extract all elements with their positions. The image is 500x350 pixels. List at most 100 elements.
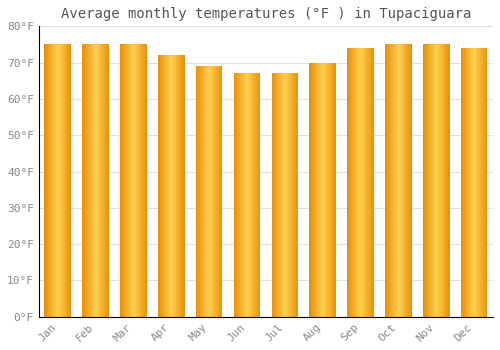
Bar xyxy=(178,55,180,317)
Bar xyxy=(444,44,445,317)
Bar xyxy=(95,44,96,317)
Bar xyxy=(436,44,437,317)
Bar xyxy=(63,44,64,317)
Bar xyxy=(196,66,222,317)
Bar xyxy=(286,74,287,317)
Bar xyxy=(61,44,62,317)
Bar xyxy=(129,44,130,317)
Bar xyxy=(317,63,318,317)
Bar xyxy=(403,44,404,317)
Bar xyxy=(353,48,354,317)
Bar xyxy=(251,74,252,317)
Bar xyxy=(277,74,278,317)
Bar xyxy=(486,48,487,317)
Bar xyxy=(164,55,165,317)
Bar xyxy=(360,48,361,317)
Bar xyxy=(235,74,236,317)
Bar xyxy=(320,63,321,317)
Bar xyxy=(239,74,240,317)
Bar xyxy=(477,48,478,317)
Bar xyxy=(334,63,335,317)
Bar xyxy=(322,63,324,317)
Bar xyxy=(200,66,201,317)
Bar xyxy=(288,74,289,317)
Bar xyxy=(245,74,246,317)
Bar xyxy=(406,44,407,317)
Bar xyxy=(168,55,169,317)
Bar xyxy=(445,44,446,317)
Bar xyxy=(487,48,488,317)
Bar xyxy=(282,74,283,317)
Bar xyxy=(68,44,69,317)
Bar xyxy=(120,44,146,317)
Bar xyxy=(350,48,351,317)
Bar xyxy=(401,44,402,317)
Bar xyxy=(234,74,260,317)
Bar xyxy=(90,44,91,317)
Bar xyxy=(69,44,70,317)
Bar xyxy=(328,63,329,317)
Bar xyxy=(466,48,468,317)
Bar xyxy=(145,44,146,317)
Bar xyxy=(254,74,255,317)
Bar xyxy=(138,44,140,317)
Bar xyxy=(163,55,164,317)
Bar xyxy=(108,44,109,317)
Bar xyxy=(354,48,355,317)
Bar xyxy=(468,48,469,317)
Bar xyxy=(290,74,292,317)
Bar xyxy=(441,44,442,317)
Bar xyxy=(101,44,102,317)
Bar xyxy=(272,74,273,317)
Bar xyxy=(274,74,275,317)
Bar xyxy=(325,63,326,317)
Bar xyxy=(351,48,352,317)
Bar xyxy=(143,44,144,317)
Bar xyxy=(103,44,104,317)
Bar xyxy=(349,48,350,317)
Bar xyxy=(213,66,214,317)
Bar xyxy=(249,74,250,317)
Bar xyxy=(66,44,67,317)
Bar xyxy=(278,74,279,317)
Bar xyxy=(126,44,127,317)
Bar xyxy=(447,44,448,317)
Bar xyxy=(435,44,436,317)
Bar xyxy=(58,44,59,317)
Bar xyxy=(97,44,98,317)
Bar xyxy=(330,63,331,317)
Bar xyxy=(202,66,203,317)
Bar xyxy=(310,63,336,317)
Bar xyxy=(206,66,207,317)
Bar xyxy=(480,48,481,317)
Bar xyxy=(423,44,424,317)
Bar xyxy=(426,44,428,317)
Bar xyxy=(221,66,222,317)
Bar xyxy=(273,74,274,317)
Bar xyxy=(257,74,258,317)
Bar xyxy=(136,44,137,317)
Bar xyxy=(175,55,176,317)
Bar xyxy=(352,48,353,317)
Bar xyxy=(366,48,367,317)
Bar xyxy=(409,44,410,317)
Bar xyxy=(285,74,286,317)
Bar xyxy=(368,48,369,317)
Bar xyxy=(94,44,95,317)
Bar xyxy=(177,55,178,317)
Bar xyxy=(234,74,235,317)
Bar xyxy=(88,44,90,317)
Bar xyxy=(54,44,55,317)
Bar xyxy=(359,48,360,317)
Bar xyxy=(400,44,401,317)
Bar xyxy=(370,48,371,317)
Bar xyxy=(55,44,56,317)
Bar xyxy=(356,48,357,317)
Bar xyxy=(135,44,136,317)
Bar xyxy=(45,44,46,317)
Bar xyxy=(51,44,52,317)
Bar xyxy=(107,44,108,317)
Bar xyxy=(395,44,396,317)
Bar xyxy=(123,44,124,317)
Bar xyxy=(467,48,468,317)
